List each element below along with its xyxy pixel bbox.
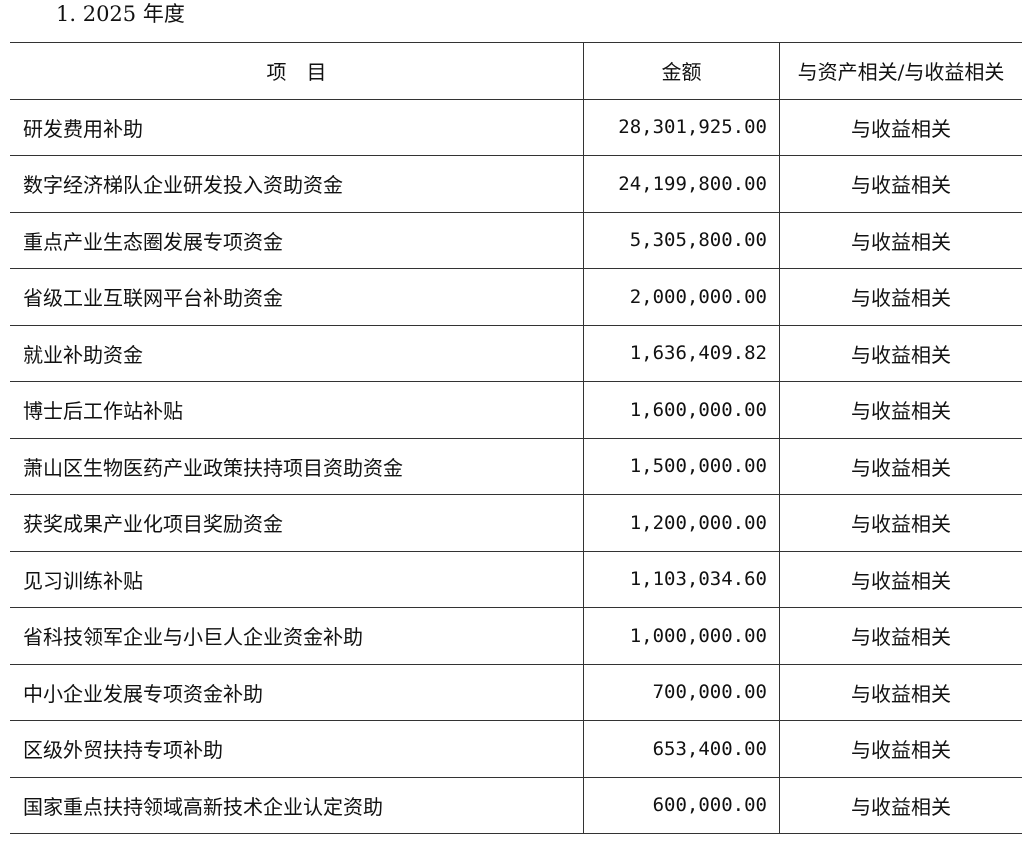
- table-row: 见习训练补贴 1,103,034.60 与收益相关: [10, 550, 1022, 608]
- header-amount: 金额: [583, 42, 780, 100]
- item-cell: 博士后工作站补贴: [10, 381, 584, 439]
- item-cell: 中小企业发展专项资金补助: [10, 663, 584, 721]
- table-row: 数字经济梯队企业研发投入资助资金 24,199,800.00 与收益相关: [10, 155, 1022, 213]
- relation-cell: 与收益相关: [779, 381, 1022, 439]
- amount-cell: 1,600,000.00: [583, 381, 780, 439]
- table-row: 区级外贸扶持专项补助 653,400.00 与收益相关: [10, 720, 1022, 778]
- amount-cell: 1,200,000.00: [583, 494, 780, 552]
- table-row: 重点产业生态圈发展专项资金 5,305,800.00 与收益相关: [10, 211, 1022, 269]
- relation-cell: 与收益相关: [779, 324, 1022, 382]
- amount-cell: 1,500,000.00: [583, 437, 780, 495]
- header-relation: 与资产相关/与收益相关: [779, 42, 1022, 100]
- relation-cell: 与收益相关: [779, 437, 1022, 495]
- subsidy-table: 项 目 金额 与资产相关/与收益相关 研发费用补助 28,301,925.00 与收…: [10, 42, 1022, 834]
- table-row: 获奖成果产业化项目奖励资金 1,200,000.00 与收益相关: [10, 494, 1022, 552]
- relation-cell: 与收益相关: [779, 776, 1022, 834]
- amount-cell: 700,000.00: [583, 663, 780, 721]
- table-header-row: 项 目 金额 与资产相关/与收益相关: [10, 42, 1022, 100]
- relation-cell: 与收益相关: [779, 268, 1022, 326]
- table-row: 省科技领军企业与小巨人企业资金补助 1,000,000.00 与收益相关: [10, 607, 1022, 665]
- amount-cell: 600,000.00: [583, 776, 780, 834]
- item-cell: 国家重点扶持领域高新技术企业认定资助: [10, 776, 584, 834]
- table-row: 就业补助资金 1,636,409.82 与收益相关: [10, 324, 1022, 382]
- item-cell: 省级工业互联网平台补助资金: [10, 268, 584, 326]
- table-row: 省级工业互联网平台补助资金 2,000,000.00 与收益相关: [10, 268, 1022, 326]
- section-heading: 1. 2025 年度: [56, 2, 185, 26]
- amount-cell: 653,400.00: [583, 720, 780, 778]
- table-row: 萧山区生物医药产业政策扶持项目资助资金 1,500,000.00 与收益相关: [10, 437, 1022, 495]
- table-row: 国家重点扶持领域高新技术企业认定资助 600,000.00 与收益相关: [10, 776, 1022, 834]
- item-cell: 数字经济梯队企业研发投入资助资金: [10, 155, 584, 213]
- amount-cell: 24,199,800.00: [583, 155, 780, 213]
- amount-cell: 1,000,000.00: [583, 607, 780, 665]
- amount-cell: 1,636,409.82: [583, 324, 780, 382]
- header-item: 项 目: [10, 42, 584, 100]
- table-row: 博士后工作站补贴 1,600,000.00 与收益相关: [10, 381, 1022, 439]
- amount-cell: 28,301,925.00: [583, 98, 780, 156]
- item-cell: 见习训练补贴: [10, 550, 584, 608]
- item-cell: 区级外贸扶持专项补助: [10, 720, 584, 778]
- amount-cell: 5,305,800.00: [583, 211, 780, 269]
- table-row: 中小企业发展专项资金补助 700,000.00 与收益相关: [10, 663, 1022, 721]
- relation-cell: 与收益相关: [779, 607, 1022, 665]
- item-cell: 萧山区生物医药产业政策扶持项目资助资金: [10, 437, 584, 495]
- relation-cell: 与收益相关: [779, 550, 1022, 608]
- item-cell: 获奖成果产业化项目奖励资金: [10, 494, 584, 552]
- relation-cell: 与收益相关: [779, 211, 1022, 269]
- relation-cell: 与收益相关: [779, 720, 1022, 778]
- relation-cell: 与收益相关: [779, 494, 1022, 552]
- relation-cell: 与收益相关: [779, 98, 1022, 156]
- item-cell: 重点产业生态圈发展专项资金: [10, 211, 584, 269]
- item-cell: 研发费用补助: [10, 98, 584, 156]
- item-cell: 就业补助资金: [10, 324, 584, 382]
- amount-cell: 1,103,034.60: [583, 550, 780, 608]
- item-cell: 省科技领军企业与小巨人企业资金补助: [10, 607, 584, 665]
- relation-cell: 与收益相关: [779, 663, 1022, 721]
- table-row: 研发费用补助 28,301,925.00 与收益相关: [10, 98, 1022, 156]
- amount-cell: 2,000,000.00: [583, 268, 780, 326]
- relation-cell: 与收益相关: [779, 155, 1022, 213]
